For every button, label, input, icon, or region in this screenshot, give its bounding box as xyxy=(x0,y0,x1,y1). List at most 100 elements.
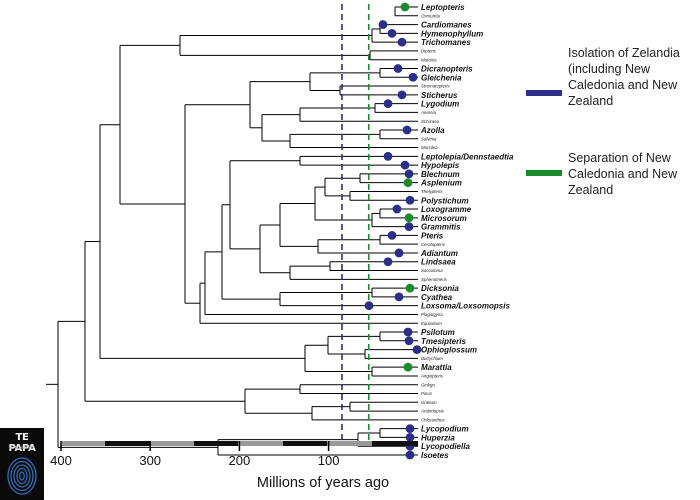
taxon-label: Marattia xyxy=(421,363,452,372)
tip-marker-isolation xyxy=(404,222,414,232)
taxon-label: Angiopteris xyxy=(420,374,444,379)
taxon-label: Botrychium xyxy=(421,356,443,361)
axis-scale-segment xyxy=(61,441,105,446)
taxon-label: Leptolepia/Dennstaedtia xyxy=(421,152,514,161)
taxon-label: Salvinia xyxy=(421,136,437,141)
taxon-label: Leptopteris xyxy=(421,3,465,12)
taxon-label: Polystichum xyxy=(421,196,469,205)
legend-label-separation: Separation of New Caledonia and New Zeal… xyxy=(568,151,678,197)
tip-marker-isolation xyxy=(400,160,410,170)
axis-scale-segment xyxy=(238,441,283,446)
taxon-label: Sphenomeris xyxy=(421,277,448,282)
axis-title: Millions of years ago xyxy=(257,475,389,491)
taxon-label: Thelypteris xyxy=(421,189,443,194)
taxon-label: Chloranthus xyxy=(421,417,445,422)
taxon-label: Hymenophyllum xyxy=(421,29,483,38)
taxon-label: Loxogramme xyxy=(421,205,472,214)
tip-marker-isolation xyxy=(403,327,413,337)
te-papa-logo: TE PAPA TONGAREWA xyxy=(0,428,44,500)
taxon-label: Isoetes xyxy=(421,451,449,460)
legend-swatch-isolation xyxy=(526,90,562,96)
taxon-label: Anemia xyxy=(420,110,436,115)
axis-scale-segment xyxy=(194,441,238,446)
tip-marker-separation xyxy=(400,2,410,12)
taxon-label: Saccoloma xyxy=(421,268,443,273)
taxon-label: Cardiomanes xyxy=(421,21,472,30)
tip-marker-isolation xyxy=(408,72,418,82)
taxon-label: Pinus xyxy=(421,391,433,396)
tip-marker-isolation xyxy=(404,169,414,179)
tip-marker-isolation xyxy=(397,90,407,100)
tip-marker-separation xyxy=(404,213,414,223)
tip-marker-isolation xyxy=(387,230,397,240)
taxon-label: Matonia xyxy=(421,57,437,62)
legend-swatch-separation xyxy=(526,170,562,176)
taxon-label: Asplenium xyxy=(420,179,462,188)
tip-marker-isolation xyxy=(383,257,393,267)
taxon-label: Azolla xyxy=(420,126,445,135)
axis-scale-segment xyxy=(372,441,418,446)
taxon-label: Ophioglossum xyxy=(421,346,477,355)
tip-marker-isolation xyxy=(394,248,404,258)
axis-tick-label: 400 xyxy=(50,453,72,468)
taxon-label: Psilotum xyxy=(421,328,455,337)
tip-marker-isolation xyxy=(387,28,397,38)
tip-marker-isolation xyxy=(394,292,404,302)
taxon-label: Hypolepis xyxy=(421,161,460,170)
legend-label-isolation: Isolation of Zelandia (including New Cal… xyxy=(568,46,680,108)
taxon-label: Plagiogyria xyxy=(421,312,443,317)
taxon-label: Adiantum xyxy=(420,249,458,258)
taxon-label: Ceratopteris xyxy=(421,242,446,247)
taxon-label: Cyathea xyxy=(421,293,453,302)
logo-subtitle: TONGAREWA xyxy=(8,445,36,450)
axis-tick-label: 200 xyxy=(229,453,251,468)
tip-marker-separation xyxy=(405,283,415,293)
tip-marker-isolation xyxy=(404,336,414,346)
tip-marker-separation xyxy=(403,362,413,372)
tip-marker-isolation xyxy=(402,125,412,135)
tip-marker-isolation xyxy=(405,424,415,434)
taxon-label: Ginkgo xyxy=(421,382,435,387)
taxon-label: Lindsaea xyxy=(421,258,456,267)
tip-marker-isolation xyxy=(393,64,403,73)
logo-title: TE PAPA xyxy=(8,432,36,454)
fingerprint-icon xyxy=(7,457,37,495)
tip-marker-isolation xyxy=(397,37,407,47)
tip-marker-isolation xyxy=(383,151,393,161)
axis-scale-segment xyxy=(105,441,150,446)
taxon-label: Schizaea xyxy=(421,119,440,124)
axis-scale-segment xyxy=(283,441,327,446)
taxon-label: Pteris xyxy=(421,231,444,240)
taxon-label: Lygodium xyxy=(421,100,459,109)
tip-marker-isolation xyxy=(405,450,415,460)
tip-marker-isolation xyxy=(405,195,415,205)
tip-marker-isolation xyxy=(383,99,393,109)
taxon-label: Blechnum xyxy=(421,170,460,179)
taxon-label: Dicksonia xyxy=(421,284,459,293)
taxon-label: Lycopodiella xyxy=(421,442,470,451)
taxon-label: Arabidopsis xyxy=(420,409,445,414)
taxon-label: Dipteris xyxy=(421,49,437,54)
tip-marker-isolation xyxy=(378,20,388,29)
axis-scale-segment xyxy=(327,441,372,446)
tip-marker-isolation xyxy=(392,204,402,214)
tip-marker-isolation xyxy=(405,433,415,442)
tip-marker-isolation xyxy=(364,301,374,311)
axis-scale-segment xyxy=(150,441,194,446)
taxon-label: Gnetum xyxy=(421,400,437,405)
taxon-label: Stromatopteris xyxy=(421,84,450,89)
taxon-label: Dicranopteris xyxy=(421,64,473,73)
axis-tick-label: 100 xyxy=(318,453,340,468)
taxon-label: Osmunda xyxy=(421,13,441,18)
taxon-label: Tmesipteris xyxy=(421,337,466,346)
tip-marker-isolation xyxy=(412,345,422,354)
taxon-label: Huperzia xyxy=(421,433,455,442)
taxon-label: Trichomanes xyxy=(421,38,471,47)
taxon-label: Grammitis xyxy=(421,223,461,232)
taxon-label: Equisetum xyxy=(421,321,442,326)
taxon-label: Loxsoma/Loxsomopsis xyxy=(421,302,510,311)
tip-marker-separation xyxy=(403,178,413,188)
taxon-label: Gleichenia xyxy=(421,73,462,82)
